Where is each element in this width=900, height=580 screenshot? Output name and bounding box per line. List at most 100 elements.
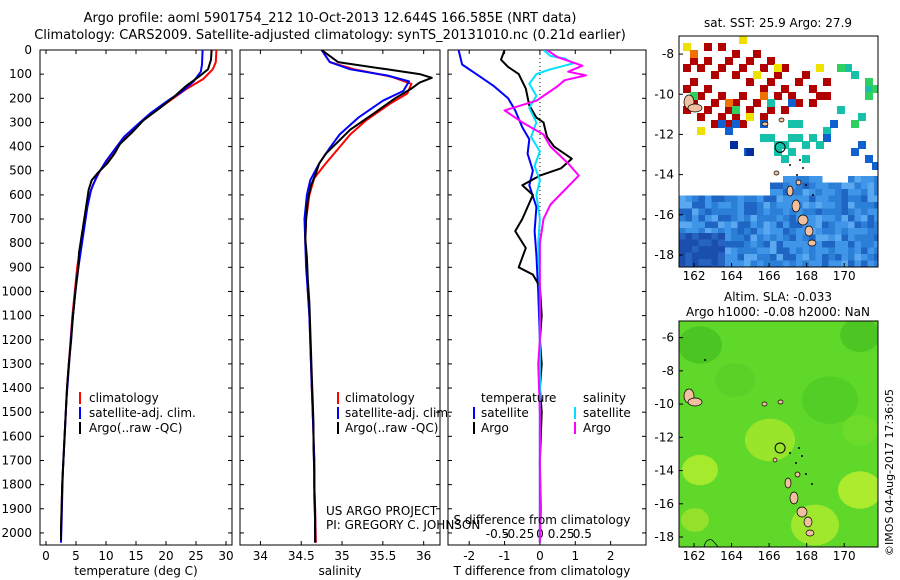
map-x-tick-label: 170 [833, 549, 856, 563]
sst-warm-cell [760, 113, 768, 121]
sst-cell [731, 208, 738, 216]
sst-cell [823, 127, 831, 135]
sst-cell [746, 113, 754, 121]
sst-cell [874, 215, 878, 222]
sst-warm-cell [823, 92, 831, 100]
sla-land [805, 529, 815, 537]
sst-cell [776, 260, 784, 267]
sst-cell [692, 228, 699, 235]
sst-cell [698, 215, 706, 222]
sst-cell [783, 202, 790, 209]
sst-cell [861, 234, 868, 242]
sla-anomaly-blob [838, 471, 878, 509]
sst-cell [744, 228, 751, 235]
sst-cell [679, 215, 686, 222]
sst-cell [763, 234, 771, 242]
sst-warm-cell [746, 57, 754, 65]
sst-cell [750, 241, 758, 248]
sst-cell [815, 221, 823, 229]
sst-warm-cell [823, 78, 831, 86]
sst-cell [781, 155, 789, 163]
legend-climatology: climatology [89, 391, 159, 405]
sst-cell [789, 195, 797, 203]
sst-cell [692, 221, 699, 229]
sla-coastline [703, 539, 719, 547]
sst-cell [835, 247, 842, 255]
sst-cell [796, 189, 803, 196]
sst-cell [770, 234, 777, 242]
x-tick-label: 2 [607, 549, 615, 563]
sst-cell [692, 208, 699, 216]
sst-cell [861, 254, 868, 261]
sst-cell [835, 215, 842, 222]
sst-cell [757, 215, 764, 222]
sst-cell [802, 189, 810, 196]
sst-warm-cell [739, 64, 747, 72]
sst-cell [822, 195, 829, 203]
sst-cell [711, 259, 719, 266]
sst-cell [731, 221, 738, 229]
sst-cell [848, 234, 855, 242]
sst-warm-cell [718, 43, 726, 51]
sst-cell [789, 254, 797, 261]
sla-island-dot [795, 462, 797, 464]
sst-cell [828, 215, 836, 222]
sst-cell [848, 215, 855, 222]
sst-cell [851, 120, 859, 128]
sst-cell [867, 202, 875, 209]
sst-cell [874, 260, 878, 267]
sst-cell [848, 202, 855, 209]
sst-cell [705, 208, 712, 216]
sla-land [687, 397, 703, 407]
sst-cell [861, 176, 868, 183]
series-temperature-argo [500, 50, 573, 543]
sst-cell [854, 241, 862, 248]
depth-tick-label: 0 [24, 43, 32, 57]
x-tick-label: -2 [463, 549, 475, 563]
sst-cell [737, 247, 745, 255]
sst-cell [848, 247, 855, 255]
sst-cell [861, 202, 868, 209]
sla-island-dot [798, 447, 800, 449]
sst-cell [731, 195, 738, 203]
sst-cell [802, 141, 810, 149]
sla-island-dot [789, 452, 791, 454]
sst-cell [705, 265, 712, 267]
map-x-tick-label: 162 [683, 549, 706, 563]
sst-cell [815, 182, 823, 190]
depth-tick-label: 1800 [1, 478, 32, 492]
sst-cell [783, 234, 790, 242]
map-y-tick-label: -12 [654, 127, 674, 141]
sst-cell [750, 260, 758, 267]
sst-cell [724, 208, 732, 216]
sst-warm-cell [704, 43, 712, 51]
sst-cell [757, 202, 764, 209]
sst-cell [737, 195, 745, 203]
map-y-tick-label: -14 [654, 168, 674, 182]
sst-cell [685, 233, 693, 240]
sst-cell [858, 141, 866, 149]
sst-cell [776, 208, 784, 216]
sst-cell [802, 195, 810, 203]
sst-cell [679, 265, 686, 267]
sst-cell [705, 228, 712, 235]
depth-tick-label: 1100 [1, 309, 32, 323]
salinity-xlabel: salinity [318, 564, 361, 578]
sst-cell [854, 254, 862, 261]
sst-warm-cell [753, 99, 761, 107]
sst-warm-cell [725, 120, 733, 128]
sst-cell [861, 182, 868, 190]
sst-cell [692, 233, 699, 240]
sst-land [773, 170, 780, 176]
sst-cell [874, 247, 878, 255]
sst-cell [816, 64, 824, 72]
sst-cell [750, 254, 758, 261]
sst-cell [802, 176, 810, 183]
sst-cell [783, 208, 790, 216]
sst-cell [725, 127, 733, 135]
sst-cell [724, 260, 732, 267]
sst-cell [809, 208, 816, 216]
figure-title-line1: Argo profile: aoml 5901754_212 10-Oct-20… [83, 11, 577, 26]
sst-cell [796, 208, 803, 216]
sst-cell [841, 228, 849, 235]
